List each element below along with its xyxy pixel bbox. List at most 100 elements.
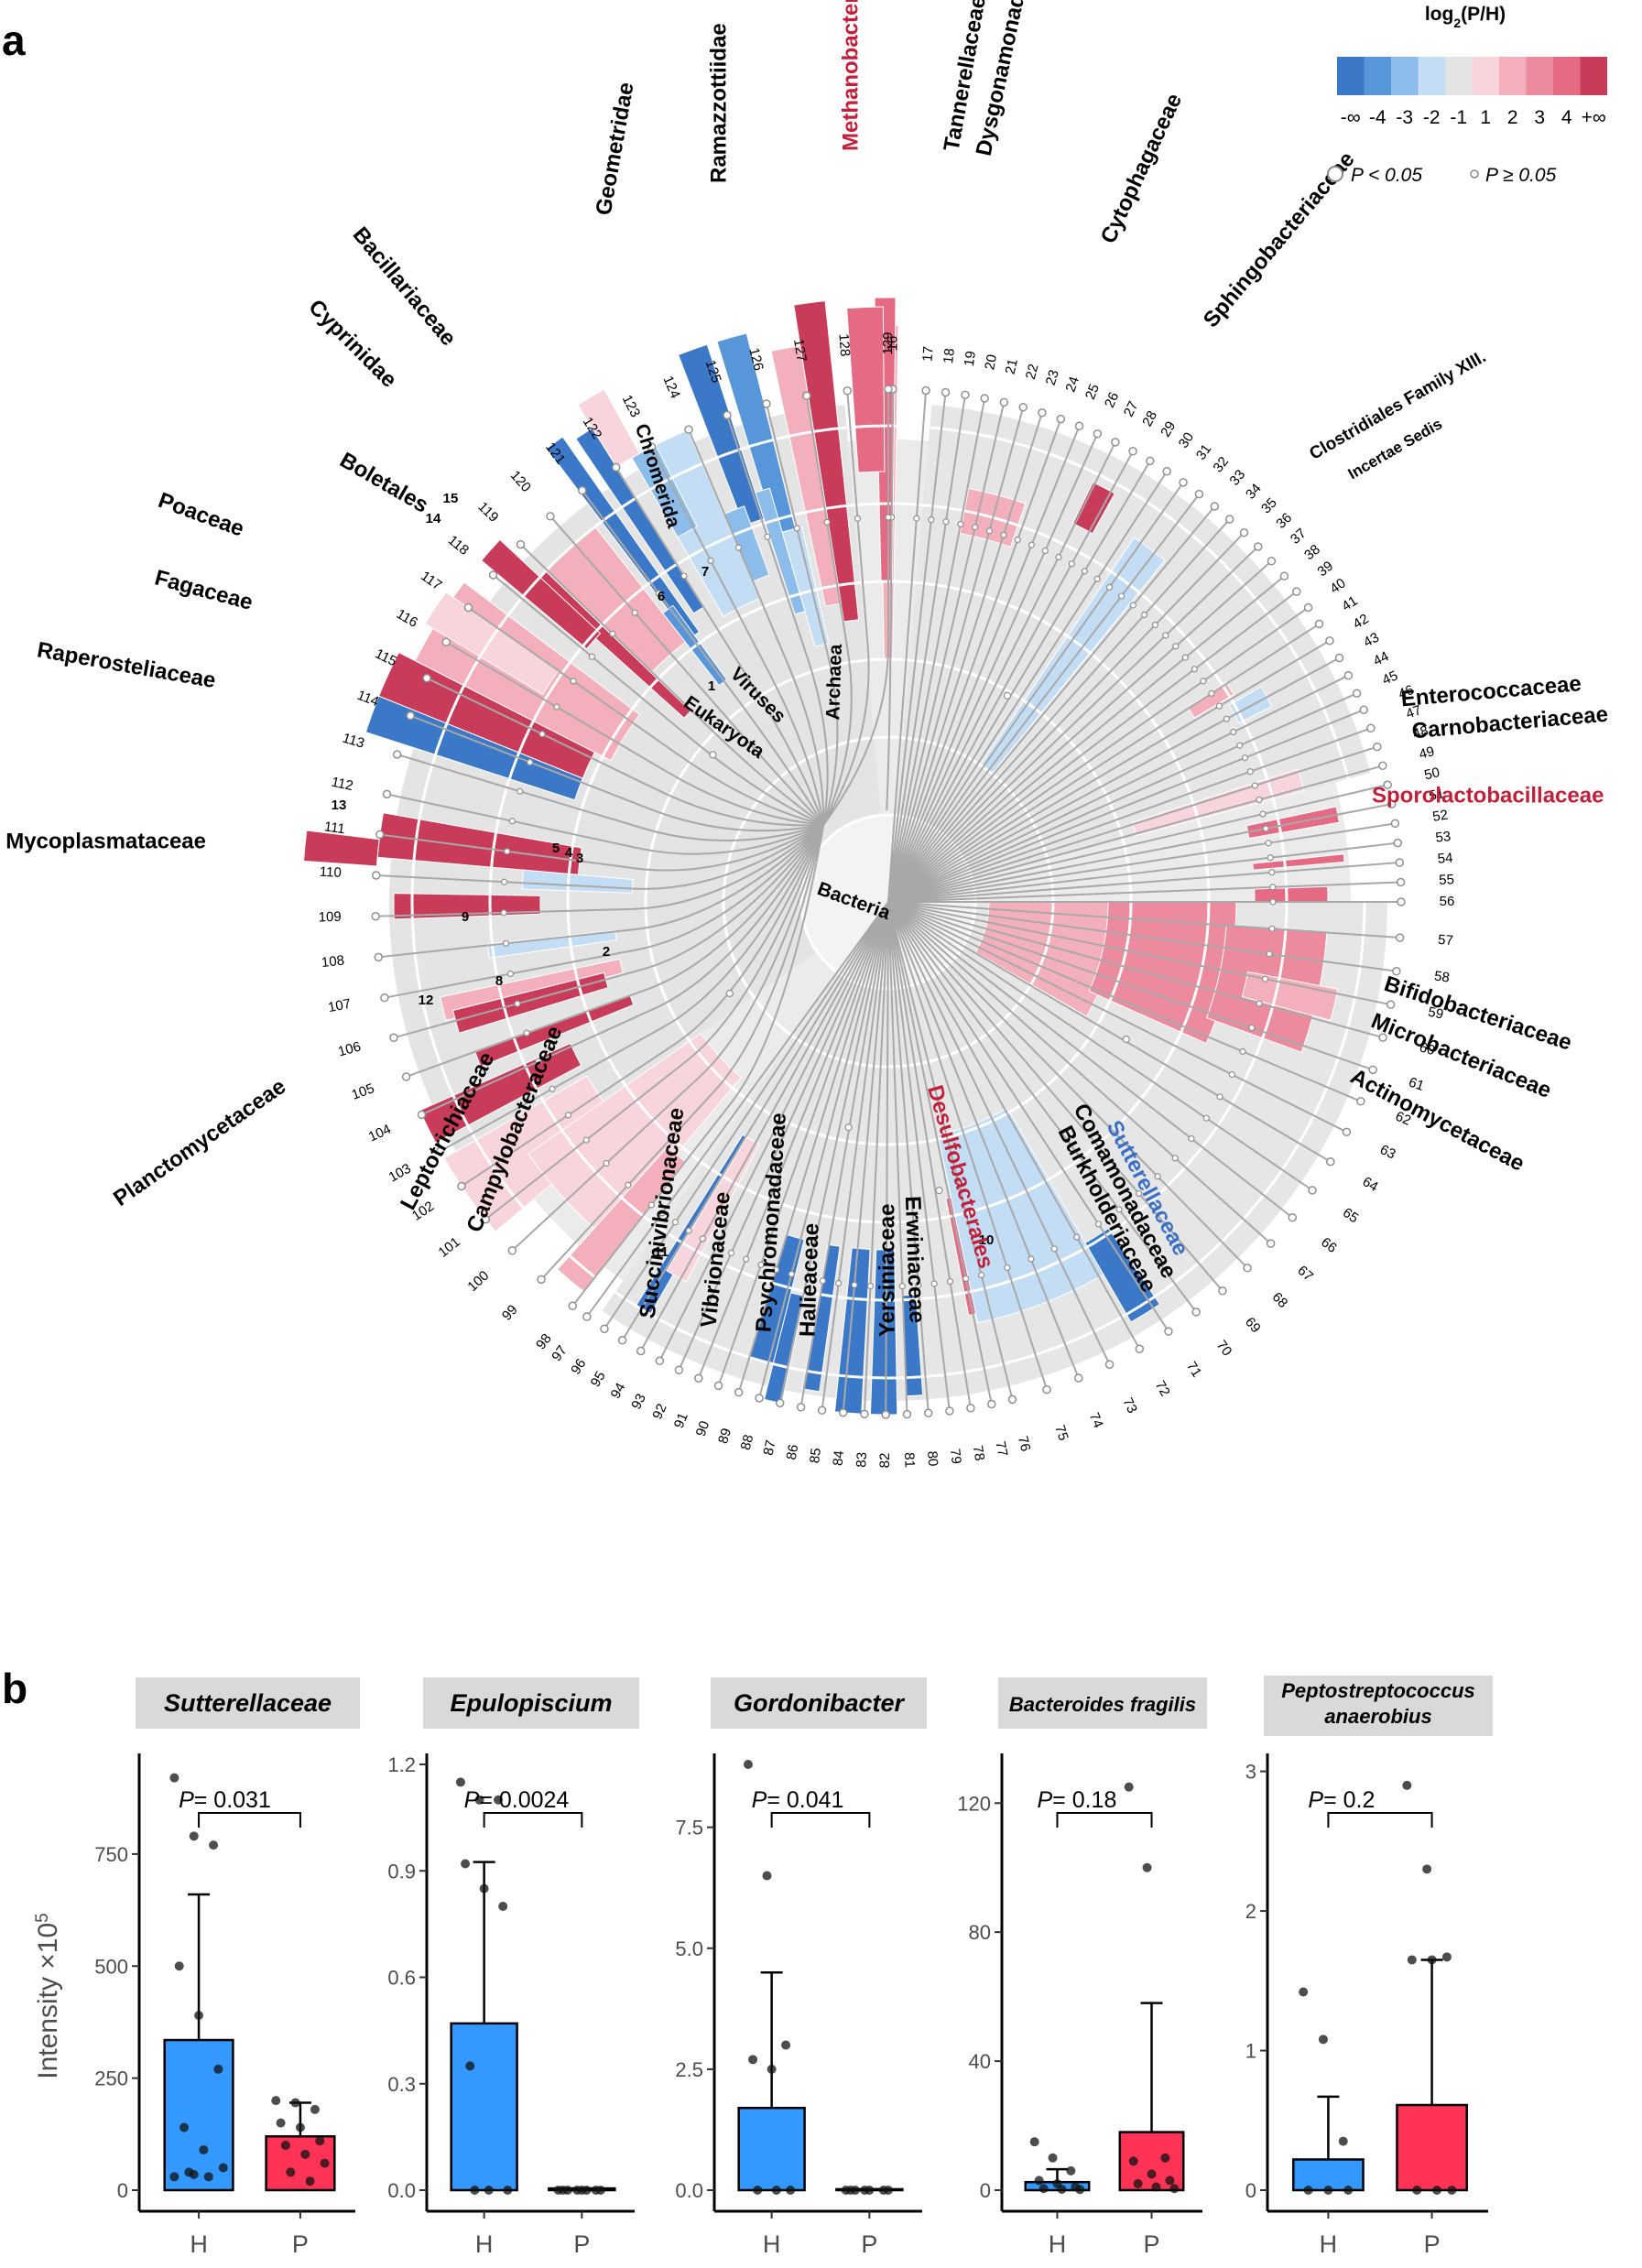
inner-node-109 [500,909,507,917]
leaf-node-49 [1378,761,1387,771]
leaf-node-51 [1386,799,1397,808]
leaf-node-29 [1146,456,1155,466]
tree-branch-116 [445,641,824,826]
inner-node-17 [913,515,920,522]
y-tick-label-5-1: 0 [1245,2179,1256,2202]
y-tick-label-4-2: 40 [969,2050,991,2073]
leaf-node-60 [1378,1033,1387,1042]
node-number-32: 32 [1210,454,1232,476]
inner-node-86 [819,1277,827,1285]
inner-node-24 [1014,536,1021,544]
x-tick-label-H-4: H [1049,2230,1067,2258]
node-number-88: 88 [738,1433,757,1451]
inner-node-108 [502,939,510,947]
p-bracket-3 [770,1812,871,1828]
data-point-P-3-5 [864,2186,875,2195]
tree-branch-35 [887,532,1245,903]
tree-branch-86 [799,901,889,1407]
tree-branch-65 [887,901,1313,1191]
family-label-12: Boletales [335,448,432,518]
leaf-node-50 [1383,780,1392,789]
data-point-H-2-6 [498,1902,508,1911]
node-number-106: 106 [336,1039,363,1060]
tree-band-40 [801,1243,841,1393]
y-tick-label-3-4: 7.5 [675,1817,703,1839]
tree-branch-44 [887,674,1349,903]
tree-branch-46 [887,709,1365,903]
tree-branch-129 [822,389,889,826]
node-number-5: 5 [552,841,560,856]
leaf-node-55 [1396,877,1406,887]
inner-node-55 [1269,884,1277,891]
inner-node-126 [793,525,800,532]
data-point-H-5-1 [1299,1987,1309,1997]
inner-node-67 [1171,1155,1179,1162]
data-point-H-3-5 [767,2064,777,2074]
tree-branch-70 [887,901,1197,1313]
tree-branch-28 [887,450,1134,903]
tree-branch-125 [726,415,829,825]
data-point-P-3-6 [883,2186,893,2195]
inner-node-73 [1050,1245,1058,1253]
node-number-126: 126 [745,346,766,372]
leaf-node-18 [941,387,951,397]
chart-title-3: Gordonibacter [734,1689,906,1717]
tree-branch-63 [887,901,1347,1134]
node-number-120: 120 [507,468,534,495]
tree-band-30 [451,971,609,1034]
legend-title: log2(P/H) [1425,4,1506,30]
node-number-129: 129 [880,331,896,354]
y-tick-label-1-2: 250 [94,2067,128,2090]
inner-node-45 [1236,742,1244,749]
data-point-P-5-5 [1427,1955,1437,1965]
tree-branch-64 [887,901,1332,1163]
data-point-H-1-6 [213,2064,223,2074]
inner-node-75 [1004,1264,1011,1272]
tree-branch-96 [604,901,889,1329]
tree-branch-114 [409,714,824,832]
tree-nodes [371,385,1406,1419]
node-number-58: 58 [1433,968,1451,985]
inner-node-29 [1081,568,1088,575]
tree-branch-128 [822,390,870,826]
data-point-H-4-7 [1038,2184,1049,2194]
node-number-92: 92 [649,1402,669,1422]
tree-branch-67 [887,901,1272,1244]
chart-title-strip-2 [423,1677,639,1729]
leaf-node-78 [966,1403,975,1413]
family-label-30: Yersiniaceae [875,1204,899,1337]
leaf-node-63 [1342,1127,1352,1137]
tree-branch-23 [887,412,1043,903]
tree-branch-31 [887,482,1184,903]
data-point-H-1-4 [174,1961,184,1971]
inner-node-27 [1055,553,1062,560]
node-number-95: 95 [588,1369,609,1390]
tree-branch-90 [717,901,889,1386]
leaf-node-76 [1007,1394,1017,1405]
node-number-124: 124 [659,374,682,401]
tree-band-46 [1084,1227,1161,1323]
tree-branch-112 [386,793,824,855]
node-number-21: 21 [1003,357,1021,375]
tree-branch-106 [393,824,825,1039]
data-point-P-1-3 [310,2104,320,2114]
tree-branch-26 [887,433,1099,903]
leaf-node-103 [435,1146,445,1156]
node-number-93: 93 [628,1392,649,1413]
node-number-40: 40 [1327,575,1348,596]
inner-node-53 [1267,854,1274,862]
tree-branch-115 [426,677,824,827]
data-point-P-1-11 [305,2176,315,2187]
p-value-label-3: P= 0.041 [752,1787,844,1813]
data-point-P-4-1 [1124,1782,1134,1792]
data-point-H-4-1 [1029,2137,1039,2147]
node-number-67: 67 [1294,1263,1316,1285]
inner-node-33 [1129,602,1136,609]
tree-branch-71 [887,901,1169,1332]
interior-node-5 [725,989,734,998]
leaf-node-119 [516,539,526,549]
inner-node-71 [1094,1221,1103,1228]
tree-band-8 [781,526,830,647]
tree-branch-102 [461,824,825,1188]
node-number-49: 49 [1418,743,1437,763]
